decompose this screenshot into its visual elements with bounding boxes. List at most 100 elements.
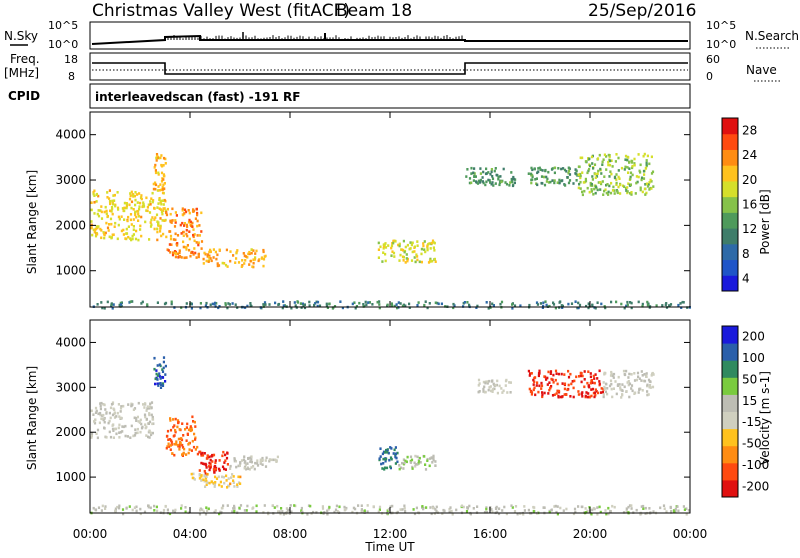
heatmap-cell [237, 475, 240, 479]
heatmap-cell [166, 508, 169, 512]
heatmap-cell [224, 303, 227, 307]
heatmap-cell [129, 194, 132, 198]
heatmap-cell [156, 220, 159, 223]
heatmap-cell [433, 257, 436, 261]
heatmap-cell [156, 378, 159, 381]
heatmap-cell [665, 510, 668, 513]
heatmap-cell [638, 169, 641, 173]
heatmap-cell [226, 451, 229, 455]
heatmap-cell [354, 306, 357, 310]
heatmap-cell [431, 461, 434, 464]
power-x-ticks [89, 112, 691, 307]
heatmap-cell [303, 303, 306, 306]
heatmap-cell [116, 237, 119, 241]
heatmap-cell [215, 257, 218, 261]
heatmap-cell [649, 380, 652, 384]
heatmap-cell [103, 426, 106, 430]
heatmap-cell [111, 413, 115, 417]
heatmap-cell [609, 374, 613, 377]
heatmap-cell [150, 406, 153, 409]
heatmap-cell [590, 182, 593, 186]
heatmap-cell [574, 172, 577, 175]
noise-right-label: N.Search [745, 29, 799, 43]
heatmap-cell [96, 212, 99, 216]
heatmap-cell [537, 167, 540, 170]
x-tick-label: 08:00 [273, 527, 308, 541]
heatmap-cell [152, 199, 155, 202]
heatmap-cell [582, 181, 585, 184]
heatmap-cell [212, 248, 215, 251]
heatmap-cell [590, 394, 593, 398]
heatmap-cell [633, 162, 636, 165]
heatmap-cell [452, 306, 455, 310]
heatmap-cell [148, 413, 151, 417]
heatmap-cell [244, 460, 247, 463]
heatmap-cell [156, 301, 159, 304]
heatmap-cell [686, 306, 689, 309]
heatmap-cell [159, 377, 162, 380]
heatmap-cell [204, 304, 207, 308]
heatmap-cell [586, 171, 589, 175]
heatmap-cell [333, 305, 337, 308]
heatmap-cell [358, 301, 361, 305]
heatmap-cell [433, 241, 436, 245]
heatmap-cell [207, 256, 211, 259]
heatmap-cell [226, 265, 229, 268]
heatmap-cell [118, 415, 121, 418]
heatmap-cell [387, 451, 390, 455]
heatmap-cell [512, 175, 515, 179]
heatmap-cell [542, 506, 545, 509]
heatmap-cell [624, 165, 627, 169]
heatmap-cell [556, 181, 559, 184]
heatmap-cell [547, 181, 551, 184]
heatmap-cell [236, 485, 239, 488]
colorbar-tick-label: 12 [742, 222, 757, 236]
heatmap-cell [411, 241, 414, 245]
heatmap-cell [610, 370, 613, 374]
heatmap-cell [604, 390, 607, 394]
heatmap-cell [615, 181, 618, 185]
heatmap-cell [528, 303, 531, 307]
heatmap-cell [229, 259, 232, 263]
heatmap-cell [156, 227, 159, 231]
heatmap-cell [553, 179, 556, 182]
noise-left-tick-bottom: 10^0 [48, 38, 78, 51]
heatmap-cell [96, 428, 100, 432]
heatmap-cell [411, 250, 414, 254]
heatmap-cell [647, 378, 651, 382]
heatmap-cell [254, 461, 257, 465]
heatmap-cell [607, 506, 610, 510]
heatmap-cell [625, 369, 628, 373]
heatmap-cell [110, 302, 113, 305]
heatmap-cell [488, 379, 491, 383]
heatmap-cell [639, 188, 642, 192]
heatmap-cell [429, 457, 432, 460]
nave-tick-bottom: 0 [706, 70, 713, 83]
heatmap-cell [579, 156, 582, 160]
heatmap-cell [535, 177, 538, 180]
heatmap-cell [549, 372, 552, 375]
heatmap-cell [549, 180, 552, 184]
heatmap-cell [100, 301, 103, 304]
heatmap-cell [633, 372, 636, 375]
heatmap-cell [91, 233, 94, 237]
heatmap-cell [238, 506, 241, 510]
heatmap-cell [479, 180, 482, 184]
heatmap-cell [485, 167, 488, 171]
heatmap-cell [534, 393, 537, 397]
y-tick-label: 1000 [55, 470, 86, 484]
heatmap-cell [153, 166, 156, 169]
heatmap-cell [612, 387, 615, 390]
heatmap-cell [604, 188, 607, 191]
heatmap-cell [193, 239, 196, 243]
heatmap-cell [614, 160, 617, 163]
heatmap-cell [381, 260, 384, 263]
heatmap-cell [90, 432, 94, 435]
heatmap-cell [252, 249, 255, 252]
heatmap-cell [646, 300, 649, 304]
heatmap-cell [593, 391, 596, 394]
heatmap-cell [254, 252, 257, 255]
heatmap-cell [207, 507, 210, 511]
heatmap-cell [140, 426, 144, 430]
heatmap-cell [213, 471, 216, 474]
